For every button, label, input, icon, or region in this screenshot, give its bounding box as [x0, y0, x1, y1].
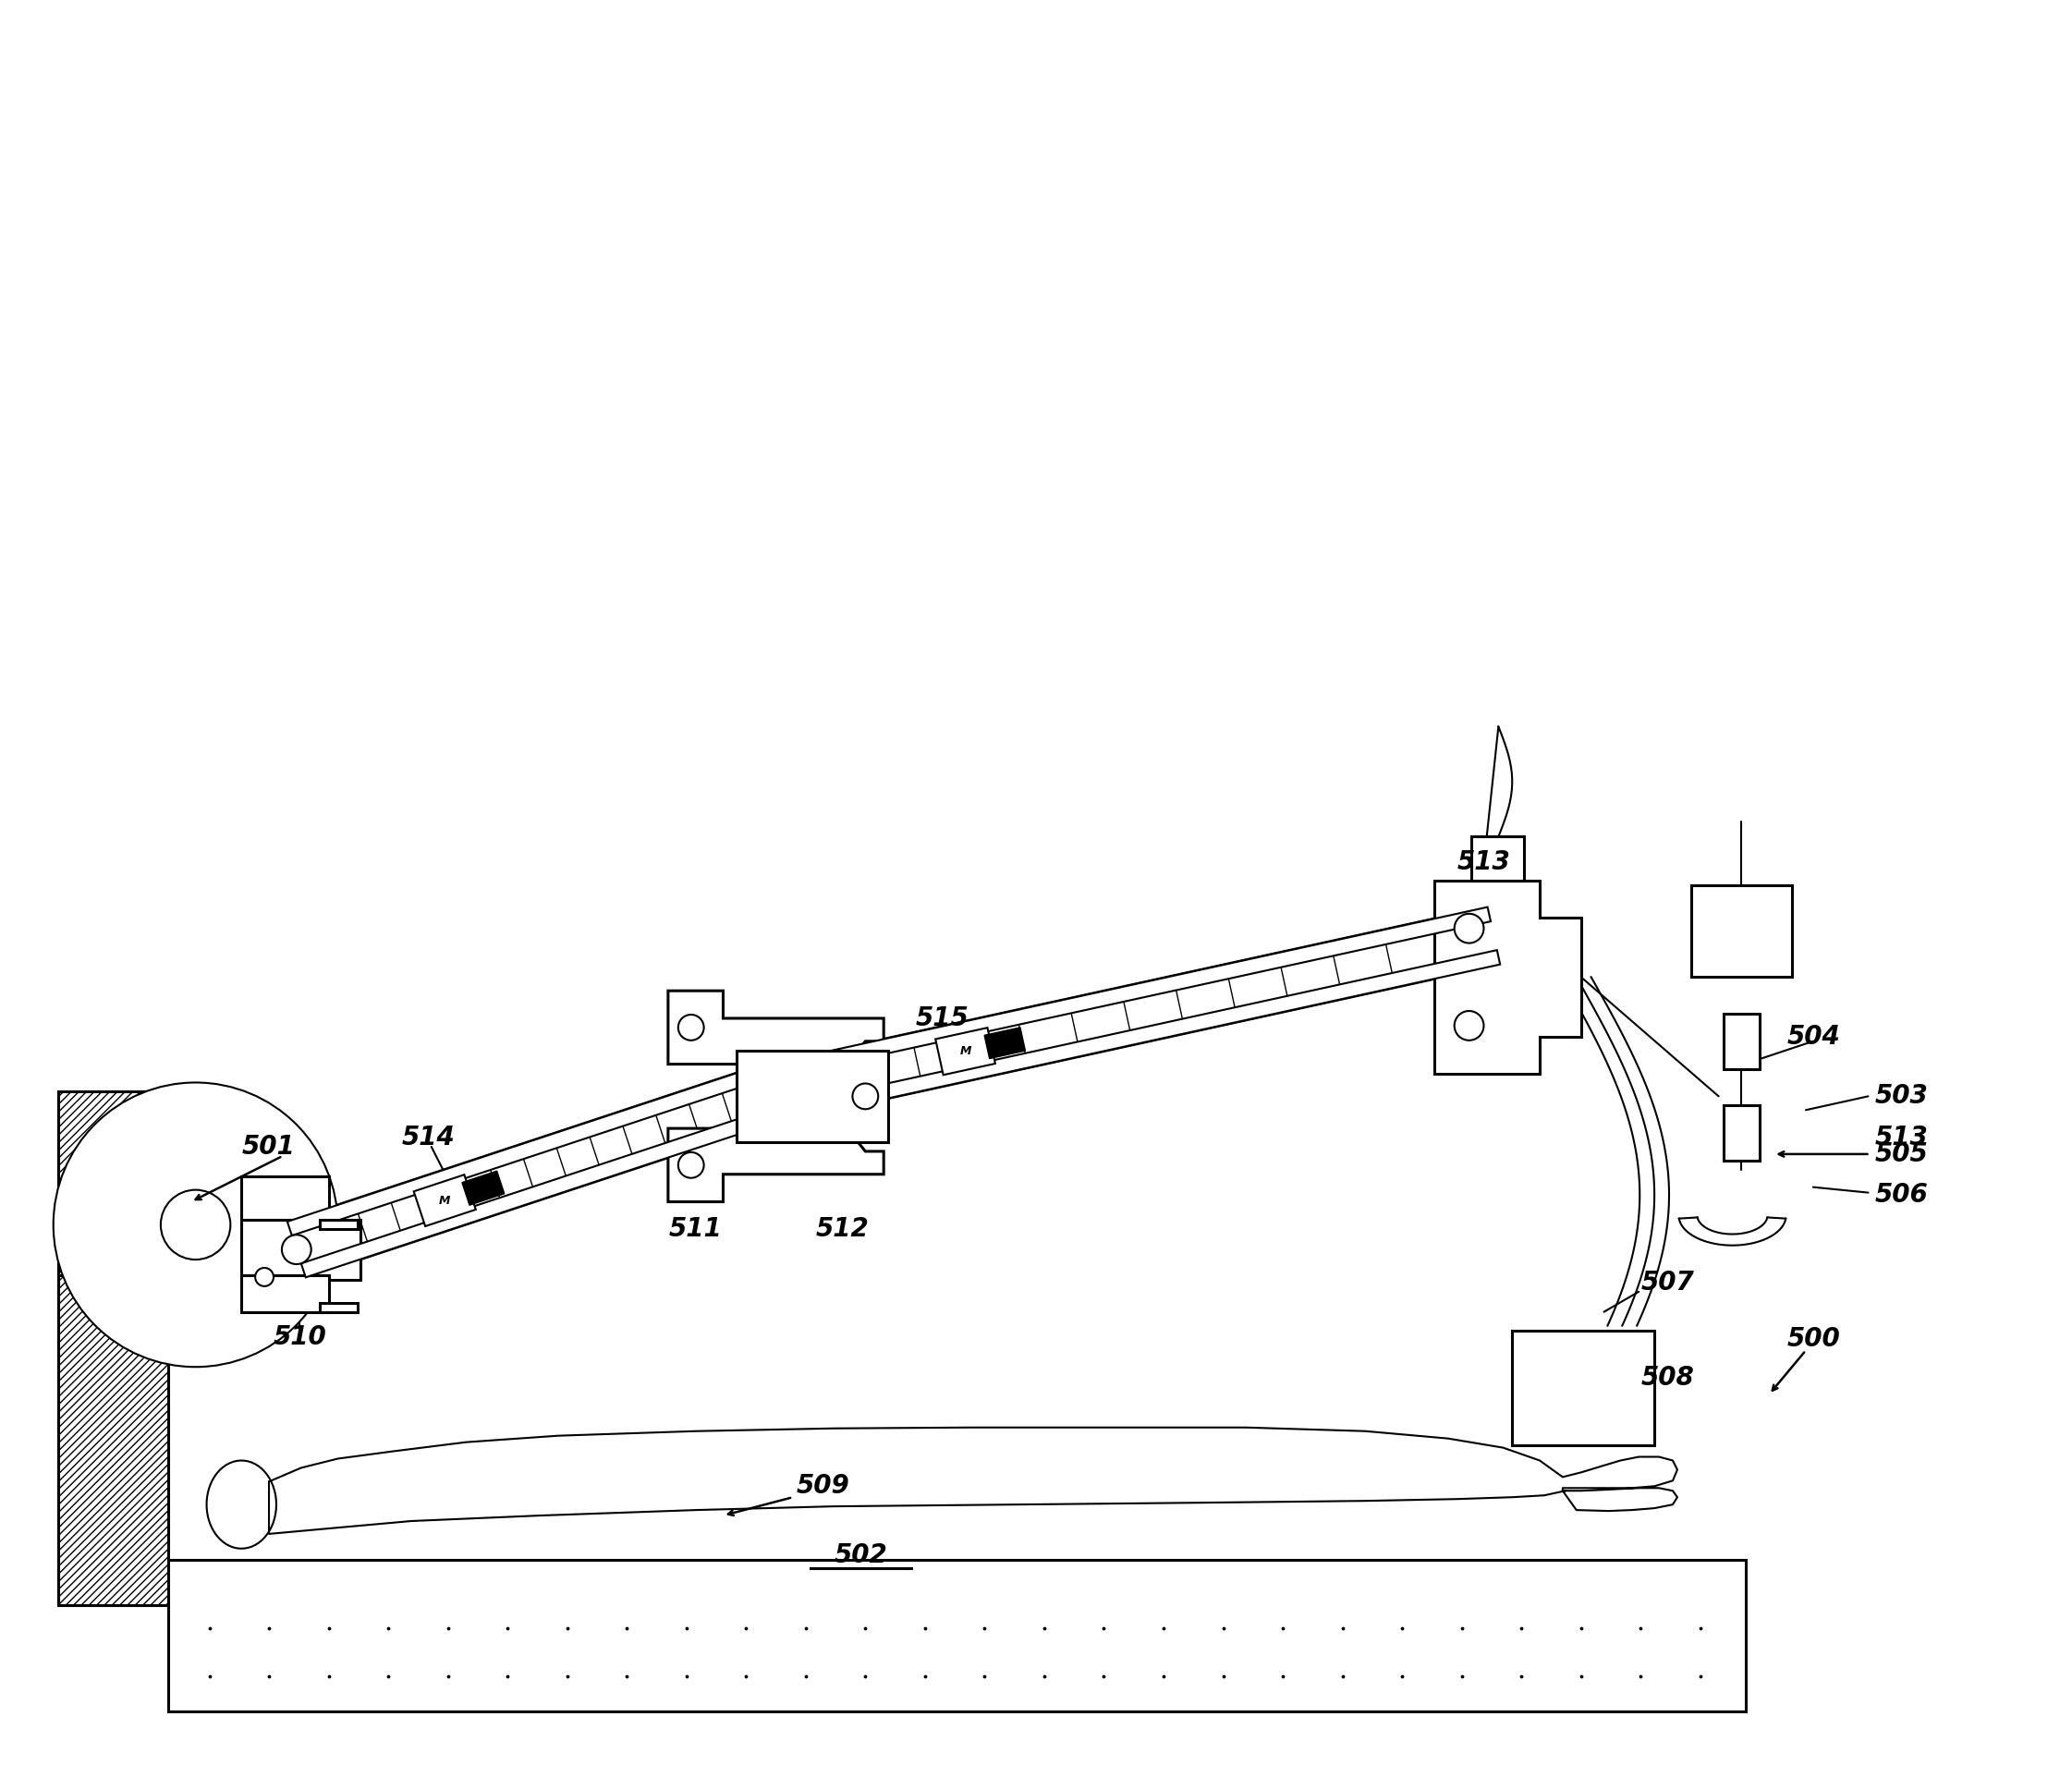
Text: 501: 501	[242, 1134, 294, 1160]
Text: 504: 504	[1788, 1024, 1840, 1050]
Text: 503: 503	[1875, 1084, 1927, 1109]
Polygon shape	[762, 951, 1500, 1125]
Bar	[1724, 1105, 1759, 1160]
Polygon shape	[754, 906, 1490, 1082]
Bar	[934, 1027, 995, 1075]
Circle shape	[54, 1082, 338, 1367]
Text: 507: 507	[1641, 1269, 1695, 1295]
Bar	[414, 1175, 477, 1226]
Circle shape	[678, 1015, 704, 1040]
Bar	[1724, 1013, 1759, 1068]
Text: 514: 514	[402, 1125, 456, 1150]
Bar	[242, 1176, 329, 1221]
Bar	[58, 1091, 168, 1605]
Text: 515: 515	[916, 1006, 970, 1031]
Bar	[1471, 837, 1525, 881]
Circle shape	[162, 1191, 230, 1260]
Polygon shape	[300, 1111, 769, 1278]
Text: 506: 506	[1875, 1182, 1927, 1207]
Bar	[58, 1091, 218, 1276]
Bar	[319, 1221, 358, 1230]
Bar	[738, 1050, 889, 1143]
Circle shape	[282, 1235, 311, 1263]
Text: 513: 513	[1457, 849, 1510, 876]
Bar	[1513, 1331, 1653, 1445]
Circle shape	[1455, 913, 1484, 944]
Polygon shape	[667, 1128, 883, 1201]
Text: 511: 511	[669, 1217, 723, 1242]
Text: 513: 513	[1875, 1125, 1927, 1150]
Text: M: M	[959, 1045, 972, 1057]
Text: 509: 509	[796, 1473, 850, 1500]
Bar	[242, 1276, 329, 1311]
Bar	[462, 1171, 503, 1205]
Bar	[1691, 885, 1792, 977]
Text: 508: 508	[1641, 1365, 1695, 1391]
Bar	[984, 1027, 1026, 1059]
Bar	[168, 1560, 1747, 1711]
Polygon shape	[288, 1068, 769, 1278]
Polygon shape	[1434, 881, 1581, 1073]
Polygon shape	[667, 992, 883, 1064]
Text: 510: 510	[274, 1324, 327, 1351]
Polygon shape	[754, 906, 1500, 1125]
Text: 500: 500	[1788, 1326, 1840, 1352]
Circle shape	[255, 1267, 274, 1287]
Bar	[319, 1303, 358, 1311]
Circle shape	[852, 1084, 879, 1109]
Text: 512: 512	[816, 1217, 868, 1242]
Bar	[242, 1221, 361, 1279]
Text: 505: 505	[1875, 1141, 1927, 1167]
Circle shape	[1455, 1011, 1484, 1040]
Circle shape	[678, 1151, 704, 1178]
Polygon shape	[288, 1068, 754, 1235]
Text: M: M	[439, 1194, 450, 1207]
Text: 502: 502	[835, 1542, 887, 1567]
